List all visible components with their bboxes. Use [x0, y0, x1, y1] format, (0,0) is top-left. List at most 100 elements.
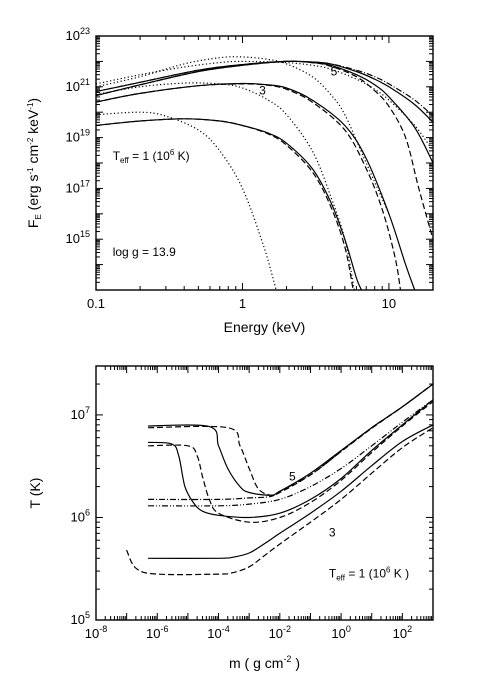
y-axis-label-units: (erg s	[25, 175, 41, 215]
series-line-dashed	[148, 401, 433, 523]
y-tick-label-exp: 7	[85, 405, 90, 415]
x-tick-label-base: 10	[85, 626, 99, 641]
teff-label-exp: 6	[170, 148, 175, 157]
x-axis-label: m ( g cm-2 )	[229, 654, 300, 671]
teff-label-text: = 1 (10	[345, 566, 386, 580]
y-tick-label: 105	[71, 610, 90, 627]
y-tick-label-exp: 19	[80, 128, 90, 138]
series-group	[96, 56, 433, 290]
y-tick-label-exp: 5	[85, 610, 90, 620]
teff-label-text: = 1 (10	[129, 149, 170, 163]
series-line-dashdot	[96, 60, 433, 117]
x-tick-label-base: 10	[269, 626, 283, 641]
y-tick-label-exp: 15	[80, 229, 90, 239]
x-tick-label-base: 10	[207, 626, 221, 641]
x-tick-label-exp: -8	[99, 624, 107, 634]
y-axis-label-sub: E	[34, 214, 43, 219]
teff-label-symbol: T	[113, 149, 121, 163]
x-tick-label: 10-8	[85, 624, 107, 641]
x-axis-label-close: )	[291, 655, 300, 671]
x-axis-label-exp: -2	[283, 654, 291, 664]
y-axis-label-units: cm	[25, 145, 41, 168]
y-tick-label-exp: 17	[80, 178, 90, 188]
y-tick-label-exp: 6	[85, 507, 90, 517]
x-tick-label: 1	[239, 296, 246, 311]
series-line-solid	[96, 82, 416, 290]
series-line-dashdot	[148, 383, 433, 501]
x-tick-label-exp: -2	[283, 624, 291, 634]
y-tick-label-base: 10	[71, 407, 85, 422]
y-axis-label-units: keV	[25, 109, 41, 138]
series-line-dashed	[96, 60, 433, 240]
x-tick-label: 10	[382, 296, 396, 311]
y-axis-label-exp: -2	[26, 137, 35, 145]
teff-label-tail: K)	[174, 149, 189, 163]
series-line-dashed	[96, 83, 402, 290]
x-tick-label: 10-4	[207, 624, 229, 641]
y-axis-label: FE (erg s-1 cm-2 keV-1)	[25, 98, 43, 228]
y-axis-label-base: F	[25, 220, 41, 229]
x-tick-label: 10-2	[269, 624, 291, 641]
y-tick-label: 1023	[66, 26, 90, 43]
y-tick-label: 1015	[66, 229, 90, 246]
x-tick-label: 102	[393, 624, 412, 641]
series-line-dashdotdot	[148, 399, 433, 507]
y-tick-label-base: 10	[71, 612, 85, 627]
annotation: 3	[259, 83, 266, 97]
x-tick-label-base: 10	[393, 626, 407, 641]
plot-frame	[95, 365, 434, 621]
series-line-dotted	[96, 82, 355, 290]
series-line-solid	[96, 118, 363, 290]
series-line-dotted	[96, 111, 277, 290]
y-tick-label-exp: 21	[80, 77, 90, 87]
series-line-dashed	[96, 118, 354, 290]
x-tick-label-exp: -4	[222, 624, 230, 634]
teff-label-exp: 6	[386, 565, 391, 574]
series-line-solid	[148, 424, 433, 559]
teff-label-symbol: T	[329, 566, 337, 580]
annotation: 5	[289, 469, 296, 483]
y-tick-label-base: 10	[66, 180, 80, 195]
y-tick-label-base: 10	[66, 130, 80, 145]
y-axis-label-exp: -1	[26, 167, 35, 175]
annotation: 5	[331, 64, 338, 78]
series-line-solid	[148, 399, 433, 519]
x-tick-label-exp: -6	[160, 624, 168, 634]
x-tick-label: 100	[331, 624, 350, 641]
teff-label-sub: eff	[336, 573, 346, 582]
teff-label: Teff = 1 (106 K )	[329, 565, 409, 582]
x-axis-label-text: m ( g cm	[229, 655, 283, 671]
x-tick-label-exp: 2	[407, 624, 412, 634]
x-tick-label: 10-6	[146, 624, 168, 641]
y-tick-label-base: 10	[71, 509, 85, 524]
teff-label: Teff = 1 (106 K)	[113, 148, 190, 165]
y-axis-label-close: )	[25, 98, 41, 103]
teff-label-sub: eff	[120, 156, 130, 165]
y-tick-label-base: 10	[66, 231, 80, 246]
y-tick-label: 107	[71, 405, 90, 422]
y-tick-label: 1017	[66, 178, 90, 195]
y-tick-label: 106	[71, 507, 90, 524]
series-line-dotted	[96, 60, 433, 152]
x-axis-label: Energy (keV)	[224, 319, 306, 335]
series-line-dotted	[96, 56, 390, 215]
annotation: 3	[329, 526, 336, 540]
y-tick-label-base: 10	[66, 28, 80, 43]
annotation: log g = 13.9	[113, 245, 176, 259]
series-line-dashed	[126, 427, 433, 576]
y-tick-label-exp: 23	[80, 26, 90, 36]
y-tick-label: 1019	[66, 128, 90, 145]
x-tick-label: 0.1	[87, 296, 105, 311]
x-tick-label-base: 10	[146, 626, 160, 641]
y-tick-label: 1021	[66, 77, 90, 94]
series-group	[126, 383, 433, 576]
y-axis-label: T (K)	[27, 478, 43, 509]
teff-label-tail: K )	[390, 566, 409, 580]
y-tick-label-base: 10	[66, 79, 80, 94]
y-axis-label-exp: -1	[26, 102, 35, 110]
x-tick-label-exp: 0	[346, 624, 351, 634]
x-tick-label-base: 10	[331, 626, 345, 641]
